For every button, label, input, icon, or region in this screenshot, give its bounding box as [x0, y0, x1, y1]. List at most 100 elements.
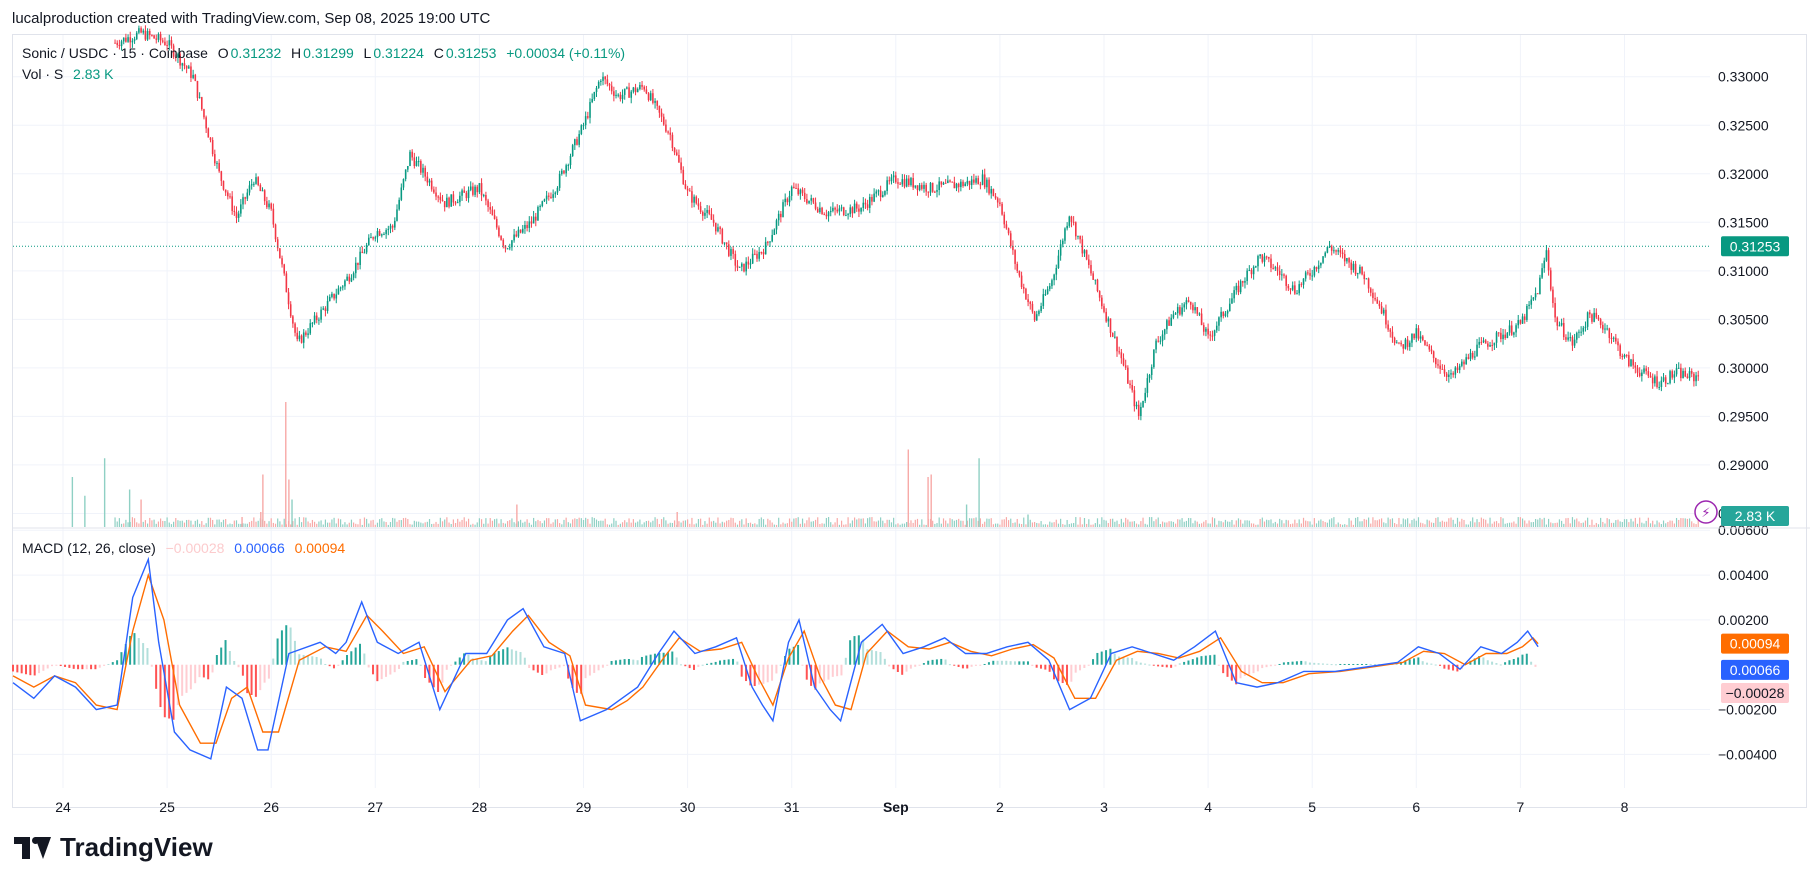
volume-bar — [372, 519, 374, 527]
macd-hist-bar — [55, 664, 58, 666]
candle-body — [1255, 266, 1257, 268]
volume-bar — [498, 523, 500, 527]
tradingview-logo[interactable]: TradingView — [14, 832, 213, 863]
candle-body — [996, 198, 999, 203]
volume-bar — [1697, 518, 1699, 527]
candle-body — [868, 196, 871, 208]
macd-hist-bar — [528, 664, 531, 668]
macd-hist-bar — [1265, 664, 1268, 668]
candle-body — [135, 32, 138, 40]
symbol-label[interactable]: Sonic / USDC · 15 · Coinbase — [22, 45, 208, 61]
candle-body — [311, 322, 314, 324]
volume-bar — [1237, 518, 1240, 527]
candle-body — [1261, 254, 1264, 262]
volume-bar — [925, 524, 927, 527]
candle-body — [309, 323, 312, 334]
candle-body — [1489, 344, 1491, 347]
candle-body — [918, 185, 921, 191]
x-tick-label: 31 — [784, 799, 800, 815]
volume-bar — [437, 523, 439, 527]
candle-body — [1061, 240, 1064, 245]
candle-body — [413, 157, 416, 167]
candle-body — [1350, 262, 1353, 270]
volume-bar — [1135, 523, 1138, 527]
volume-bar — [1407, 518, 1409, 527]
volume-bar — [1500, 517, 1502, 527]
volume-bar — [806, 520, 808, 527]
volume-bar — [840, 520, 843, 527]
volume-bar — [517, 521, 520, 527]
macd-hist-bar — [1317, 663, 1320, 665]
macd-hist-bar — [1287, 662, 1290, 665]
candle-body — [187, 66, 190, 69]
candle-body — [279, 248, 281, 259]
volume-bar — [500, 519, 502, 527]
candle-body — [786, 198, 789, 203]
macd-hist-bar — [584, 664, 587, 679]
volume-bar — [827, 517, 830, 527]
volume-bar — [1513, 521, 1515, 527]
candle-body — [832, 207, 834, 211]
candle-body — [1476, 344, 1478, 357]
candle-body — [216, 162, 218, 164]
candle-body — [283, 264, 286, 274]
candle-body — [383, 234, 385, 236]
candle-body — [539, 206, 541, 208]
volume-bar — [1307, 521, 1309, 527]
candle-body — [1677, 367, 1680, 369]
macd-hist-bar — [571, 664, 574, 688]
candle-body — [1172, 314, 1175, 318]
macd-hist-bar — [194, 664, 197, 684]
candle-body — [255, 177, 257, 184]
volume-bar — [316, 523, 318, 527]
macd-label[interactable]: MACD (12, 26, close) — [22, 540, 156, 556]
volume-bar — [1200, 523, 1203, 527]
volume-bar — [1363, 518, 1365, 527]
candle-body — [482, 195, 485, 197]
candle-body — [1248, 269, 1251, 271]
candle-body — [1612, 337, 1615, 339]
macd-hist-bar — [1135, 661, 1138, 665]
macd-hist-bar — [1525, 653, 1528, 665]
volume-bar — [624, 520, 626, 527]
candle-body — [764, 241, 767, 255]
macd-hist-bar — [562, 664, 565, 667]
volume-bar — [1094, 523, 1096, 527]
volume-bar — [292, 521, 294, 527]
x-tick-label: 3 — [1100, 799, 1108, 815]
macd-hist-bar — [1326, 663, 1329, 665]
candle-body — [1400, 342, 1402, 345]
macd-hist-bar — [1256, 664, 1259, 672]
volume-bar — [1274, 521, 1276, 527]
candle-body — [1094, 279, 1097, 281]
macd-hist-bar — [927, 660, 930, 665]
volume-bar — [376, 522, 379, 527]
volume-bar — [1404, 519, 1407, 527]
candle-body — [211, 139, 214, 155]
volume-bar — [634, 522, 637, 527]
volume-bar — [1005, 517, 1008, 527]
macd-hist-bar — [12, 664, 14, 672]
volume-bar — [1613, 522, 1615, 527]
candle-body — [1101, 297, 1103, 307]
volume-bar — [773, 524, 775, 527]
macd-hist-bar — [1039, 664, 1042, 669]
candle-body — [1469, 352, 1472, 359]
macd-hist-bar — [896, 664, 899, 673]
macd-hist-bar — [645, 655, 648, 665]
volume-bar — [897, 523, 899, 527]
candle-body — [645, 89, 648, 94]
volume-bar — [1090, 524, 1092, 527]
volume-bar — [1092, 524, 1094, 527]
volume-bar — [1337, 522, 1339, 527]
volume-label[interactable]: Vol · S — [22, 66, 64, 82]
candle-body — [289, 304, 292, 317]
volume-bar — [1116, 520, 1118, 527]
candle-body — [381, 234, 383, 236]
volume-bar — [1300, 523, 1302, 527]
candle-body — [1408, 342, 1411, 347]
macd-hist-bar — [467, 654, 470, 665]
y-tick-label: 0.29000 — [1718, 457, 1769, 473]
candle-body — [140, 28, 142, 33]
